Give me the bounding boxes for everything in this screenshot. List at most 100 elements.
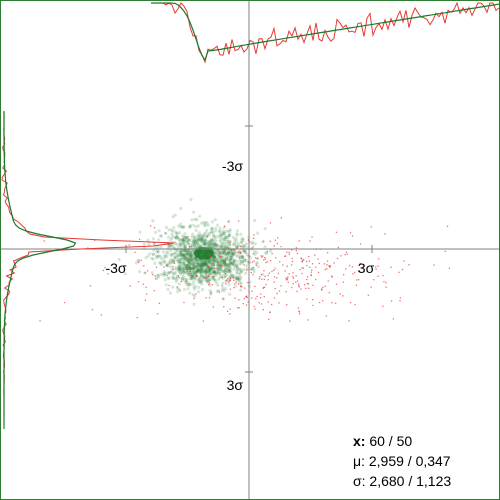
density-point [214, 259, 218, 263]
density-point [150, 256, 154, 260]
density-point [208, 259, 212, 263]
density-point [178, 231, 182, 235]
sample-point [335, 283, 338, 285]
density-point [185, 241, 189, 245]
density-point [214, 244, 218, 248]
density-point [178, 271, 182, 275]
sample-point [233, 279, 235, 281]
density-point [204, 270, 208, 274]
density-point [204, 263, 208, 267]
sample-point [296, 280, 299, 282]
density-point [196, 267, 200, 271]
density-point [204, 262, 208, 266]
density-point [147, 242, 151, 246]
density-point [204, 266, 209, 270]
sample-point [232, 277, 234, 279]
density-point [176, 254, 180, 258]
density-point [200, 237, 204, 241]
density-point [178, 239, 182, 243]
density-point [207, 258, 212, 262]
density-point [189, 252, 193, 256]
density-point [209, 269, 213, 273]
y-marginal-sample-curve [1, 110, 174, 429]
sample-point [229, 313, 231, 315]
sample-point [166, 264, 168, 266]
density-point [207, 243, 212, 247]
sample-point [207, 266, 209, 268]
sample-point [329, 265, 332, 267]
density-point [182, 270, 186, 274]
density-point [169, 252, 173, 256]
density-point [184, 235, 188, 239]
density-point [215, 281, 219, 285]
density-point [207, 271, 212, 275]
density-point [200, 261, 205, 265]
density-point [212, 254, 216, 258]
density-point [200, 221, 204, 225]
density-point [221, 269, 225, 273]
density-point [208, 245, 213, 250]
density-point [193, 217, 197, 221]
density-point [190, 274, 194, 279]
density-point [195, 265, 199, 269]
density-point [166, 261, 171, 265]
density-point [235, 232, 239, 236]
density-point [227, 243, 232, 247]
density-point [182, 242, 186, 246]
density-point [182, 287, 187, 292]
density-point [220, 262, 224, 266]
x-tick-label: 3σ [358, 260, 375, 276]
sample-point [444, 250, 446, 252]
sample-point [286, 251, 288, 253]
density-point [168, 248, 173, 253]
density-point [199, 278, 203, 282]
density-point [223, 261, 227, 265]
density-point [186, 281, 190, 285]
sample-point [155, 278, 157, 280]
density-point [215, 269, 219, 273]
density-point [224, 244, 229, 248]
sample-point [284, 255, 287, 257]
sample-point [335, 231, 338, 233]
sample-point [187, 236, 189, 238]
density-point [210, 267, 214, 271]
density-point [168, 261, 172, 265]
density-point [186, 268, 190, 273]
density-point [171, 234, 175, 238]
density-point [216, 261, 220, 265]
density-point [235, 276, 239, 280]
density-point [209, 266, 213, 270]
density-point [190, 253, 194, 257]
density-point [187, 261, 191, 265]
density-point [187, 283, 191, 287]
sample-point [231, 249, 233, 251]
density-point [215, 243, 219, 247]
density-point [196, 268, 200, 272]
density-point [241, 256, 245, 260]
density-point [183, 244, 187, 248]
density-point [178, 257, 182, 261]
density-point [188, 282, 192, 287]
density-point [175, 277, 179, 281]
density-point [169, 261, 173, 265]
density-point [225, 258, 229, 262]
density-point [236, 276, 240, 280]
density-point [212, 234, 216, 238]
sample-point [253, 234, 255, 236]
density-point [206, 279, 210, 283]
density-point [198, 214, 202, 218]
density-point [180, 225, 184, 229]
density-point [216, 270, 220, 274]
density-point [196, 243, 200, 247]
density-point [201, 237, 205, 241]
density-point [192, 267, 196, 271]
density-point [182, 254, 186, 258]
density-point [190, 241, 194, 245]
density-point [171, 229, 175, 233]
density-point [204, 231, 208, 235]
density-point [228, 230, 232, 234]
density-point [182, 255, 187, 259]
density-point [253, 250, 257, 254]
sample-point [378, 258, 380, 260]
density-point [223, 268, 228, 272]
